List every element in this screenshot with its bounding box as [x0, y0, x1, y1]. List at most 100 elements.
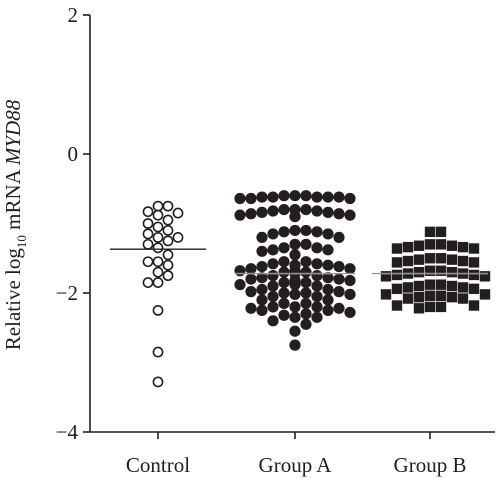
- data-point: [311, 290, 323, 303]
- data-point: [322, 272, 334, 284]
- data-point: [256, 304, 268, 316]
- data-point: [267, 258, 279, 270]
- data-point: [256, 294, 268, 306]
- data-point: [245, 208, 257, 220]
- data-point: [333, 191, 345, 203]
- data-point: [300, 276, 312, 289]
- data-point: [278, 276, 290, 289]
- data-point: [289, 210, 301, 223]
- data-point: [289, 279, 301, 291]
- data-point: [457, 241, 469, 253]
- data-point: [479, 289, 491, 300]
- data-point: [333, 286, 345, 298]
- data-point: [344, 263, 356, 275]
- data-points: [142, 190, 491, 388]
- data-point: [267, 228, 279, 240]
- data-point: [278, 287, 290, 299]
- data-point: [446, 254, 458, 265]
- data-point: [402, 241, 414, 253]
- data-point: [333, 231, 345, 243]
- data-point: [322, 244, 334, 256]
- y-axis-label-middle: mRNA: [1, 165, 25, 235]
- data-point: [435, 301, 447, 313]
- y-axis-label-subscript: 10: [14, 235, 29, 248]
- data-point: [413, 254, 425, 265]
- data-point: [162, 235, 174, 247]
- data-point: [256, 206, 268, 218]
- data-point: [311, 226, 323, 238]
- data-point: [424, 279, 436, 290]
- data-point: [234, 209, 246, 221]
- data-point: [391, 243, 403, 254]
- data-point: [256, 272, 268, 284]
- data-point: [300, 224, 312, 237]
- data-point: [245, 286, 257, 298]
- data-point: [152, 242, 164, 254]
- data-point: [311, 205, 323, 217]
- x-ticks: Control Group A Group B: [126, 432, 467, 477]
- data-point: [152, 346, 164, 358]
- data-point: [289, 301, 301, 313]
- data-point: [278, 242, 290, 254]
- data-point: [267, 280, 279, 292]
- data-point: [311, 280, 323, 292]
- data-point: [142, 218, 154, 229]
- data-point: [162, 225, 174, 236]
- data-point: [289, 190, 301, 202]
- data-point: [413, 280, 425, 292]
- data-point: [446, 240, 458, 251]
- data-point: [289, 249, 301, 261]
- data-point: [413, 303, 425, 314]
- data-point: [391, 283, 403, 295]
- data-point: [142, 238, 154, 250]
- data-point: [322, 304, 334, 316]
- data-point: [278, 226, 290, 238]
- data-point: [300, 238, 312, 250]
- data-point: [162, 259, 174, 271]
- data-point: [424, 290, 436, 301]
- data-point: [402, 255, 414, 267]
- data-point: [289, 288, 301, 300]
- data-point: [152, 304, 164, 316]
- data-point: [278, 204, 290, 216]
- y-axis-label: Relative log10 mRNA MYD88: [1, 99, 29, 350]
- x-tick-label-group-a: Group A: [259, 453, 333, 477]
- data-point: [311, 311, 323, 323]
- data-point: [289, 339, 301, 351]
- data-point: [457, 255, 469, 267]
- data-point: [234, 265, 246, 277]
- data-point: [344, 192, 356, 205]
- data-point: [457, 293, 469, 304]
- data-point: [424, 226, 436, 238]
- data-point: [344, 306, 356, 319]
- data-point: [162, 249, 174, 261]
- series-group-b: [380, 226, 491, 314]
- series-control: [142, 200, 184, 388]
- data-point: [245, 273, 257, 285]
- data-point: [267, 205, 279, 217]
- data-point: [446, 291, 458, 303]
- data-point: [333, 302, 345, 314]
- data-point: [435, 226, 447, 238]
- x-tick-label-group-b: Group B: [394, 453, 467, 477]
- data-point: [142, 228, 154, 240]
- data-point: [289, 238, 301, 250]
- data-point: [344, 288, 356, 300]
- data-point: [267, 244, 279, 256]
- data-point: [311, 191, 323, 203]
- data-point: [311, 301, 323, 313]
- data-point: [142, 277, 154, 288]
- data-point: [457, 282, 469, 293]
- data-point: [267, 315, 279, 327]
- data-point: [300, 318, 312, 330]
- data-point: [322, 191, 334, 203]
- data-point: [424, 301, 436, 313]
- series-group-a: [234, 190, 356, 351]
- data-point: [468, 283, 480, 295]
- mean-lines: [110, 248, 488, 275]
- data-point: [391, 300, 403, 311]
- data-point: [152, 256, 164, 268]
- data-point: [391, 257, 403, 268]
